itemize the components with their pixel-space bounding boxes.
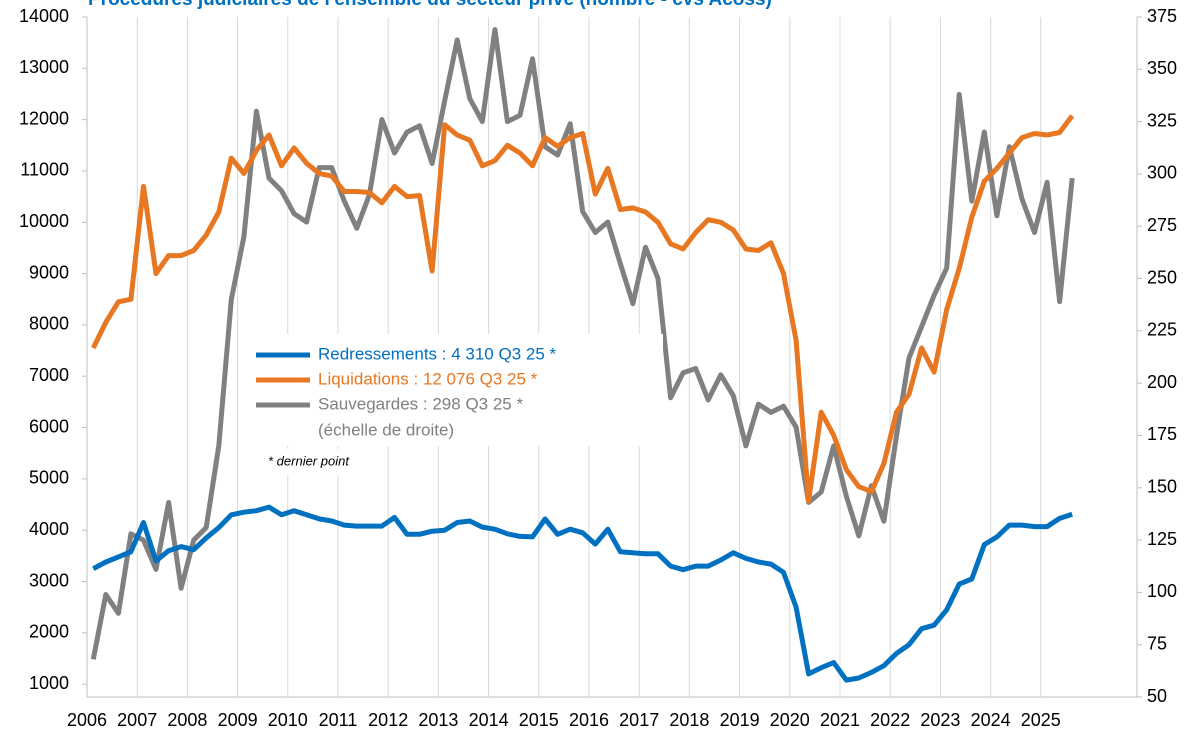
chart-title: Procédures judiciaires de l'ensemble du … <box>88 0 772 10</box>
x-tick-label: 2007 <box>117 710 157 730</box>
y-tick-label: 10000 <box>19 211 69 231</box>
y-tick-label: 4000 <box>29 519 69 539</box>
x-tick-label: 2024 <box>971 710 1011 730</box>
x-tick-label: 2011 <box>319 710 358 730</box>
y2-tick-label: 375 <box>1147 6 1177 26</box>
x-tick-label: 2016 <box>569 710 609 730</box>
y-tick-label: 5000 <box>29 468 69 488</box>
y2-tick-label: 350 <box>1147 58 1177 78</box>
x-tick-label: 2013 <box>418 710 458 730</box>
y2-tick-label: 250 <box>1147 267 1177 287</box>
y2-tick-label: 300 <box>1147 163 1177 183</box>
legend-note: (échelle de droite) <box>318 420 454 439</box>
legend-label: Liquidations : 12 076 Q3 25 * <box>318 369 538 388</box>
legend-label: Redressements : 4 310 Q3 25 * <box>318 344 557 363</box>
series-line <box>91 114 1075 504</box>
x-tick-label: 2019 <box>720 710 760 730</box>
y2-tick-label: 325 <box>1147 110 1177 130</box>
y2-tick-label: 175 <box>1147 424 1177 444</box>
plot-area: 2006 2007 2008 2009 2010 2011 2012 2013 2014 2015… <box>19 6 1177 730</box>
y2-tick-label: 150 <box>1147 477 1177 497</box>
note: * dernier point <box>268 453 350 468</box>
series-line <box>90 27 1075 660</box>
x-tick-label: 2006 <box>67 710 107 730</box>
x-tick-label: 2021 <box>820 710 860 730</box>
x-tick-label: 2008 <box>167 710 207 730</box>
y-tick-label: 9000 <box>29 262 69 282</box>
y2-tick-label: 125 <box>1147 529 1177 549</box>
y2-tick-label: 200 <box>1147 372 1177 392</box>
note-box <box>258 449 382 475</box>
x-tick-label: 2014 <box>469 710 509 730</box>
x-tick-label: 2010 <box>268 710 308 730</box>
y2-tick-label: 275 <box>1147 215 1177 235</box>
series-line <box>92 504 1073 683</box>
x-tick-label: 2012 <box>368 710 408 730</box>
y-tick-label: 13000 <box>19 57 69 77</box>
y-tick-label: 12000 <box>19 108 69 128</box>
x-tick-label: 2015 <box>519 710 559 730</box>
legend-box <box>245 334 663 446</box>
x-tick-label: 2022 <box>870 710 910 730</box>
y2-tick-label: 225 <box>1147 320 1177 340</box>
y-tick-label: 2000 <box>29 622 69 642</box>
x-tick-label: 2023 <box>920 710 960 730</box>
legend-label: Sauvegardes : 298 Q3 25 * <box>318 394 523 413</box>
y-tick-label: 11000 <box>20 160 69 180</box>
x-tick-label: 2025 <box>1021 710 1061 730</box>
y-tick-label: 6000 <box>29 416 69 436</box>
y-tick-label: 3000 <box>29 570 69 590</box>
legend: (échelle de droite) * dernier point Redr… <box>245 334 663 475</box>
y-tick-label: 1000 <box>29 673 69 693</box>
x-tick-label: 2018 <box>669 710 709 730</box>
y2-tick-label: 75 <box>1147 633 1167 653</box>
y2-tick-label: 50 <box>1147 686 1167 706</box>
y2-tick-label: 100 <box>1147 581 1177 601</box>
y-tick-label: 14000 <box>19 6 69 26</box>
x-tick-label: 2017 <box>619 710 659 730</box>
y-tick-label: 7000 <box>29 365 69 385</box>
x-tick-label: 2009 <box>218 710 258 730</box>
y-tick-label: 8000 <box>29 314 69 334</box>
x-tick-label: 2020 <box>770 710 810 730</box>
